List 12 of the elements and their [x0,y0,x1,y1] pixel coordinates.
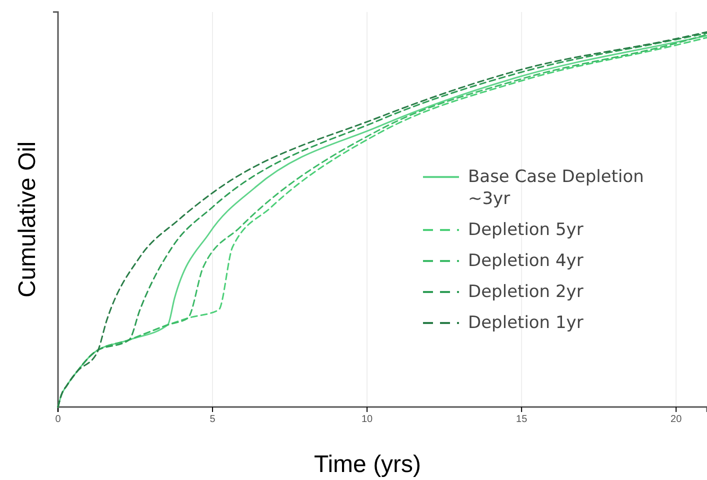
y-axis-title: Cumulative Oil [14,141,41,298]
legend-label: Depletion 1yr [468,312,584,333]
x-tick-label: 10 [361,414,374,426]
x-tick-label: 15 [516,414,528,426]
legend-label: Depletion 5yr [468,220,584,240]
x-axis-title: Time (yrs) [314,451,422,478]
legend-label: Depletion 2yr [468,282,584,302]
legend-label: Base Case Depletion ~3yr [468,166,644,209]
x-tick-label: 0 [55,414,62,426]
x-tick-label: 5 [210,414,216,426]
x-tick-label: 20 [670,414,682,426]
legend-label: Depletion 4yr [468,250,584,271]
